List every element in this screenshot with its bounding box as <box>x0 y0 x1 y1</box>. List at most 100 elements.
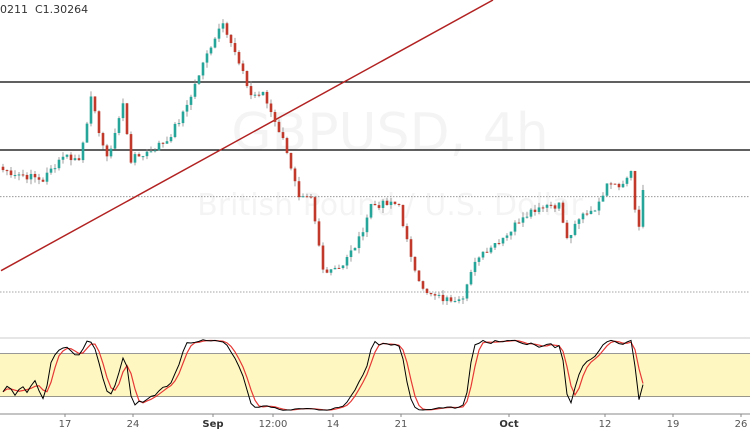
candle-body <box>73 158 77 161</box>
candle-body <box>145 151 149 157</box>
candle-body <box>501 237 505 244</box>
candle-body <box>505 235 509 238</box>
candle-body <box>297 181 301 198</box>
candle-body <box>53 168 57 170</box>
candle-body <box>557 202 561 209</box>
candle-body <box>449 297 453 302</box>
candle-body <box>69 154 73 161</box>
x-tick-label: 26 <box>735 419 748 430</box>
candle-body <box>569 234 573 239</box>
candle-body <box>561 202 565 223</box>
candle-body <box>357 236 361 249</box>
candle-body <box>461 298 465 300</box>
candle-body <box>97 111 101 134</box>
candle-body <box>497 243 501 245</box>
x-tick-label: 14 <box>327 419 340 430</box>
candle-body <box>173 123 177 138</box>
x-tick-label: Oct <box>499 419 518 430</box>
candle-body <box>513 222 517 232</box>
candle-body <box>405 226 409 240</box>
x-tick-label: Sep <box>202 419 223 430</box>
candle-body <box>133 154 137 163</box>
ohlc-readout: 0211 C1.30264 <box>0 3 89 16</box>
candle-body <box>189 96 193 105</box>
candle-body <box>309 196 313 198</box>
candle-body <box>397 203 401 205</box>
candle-body <box>129 134 133 163</box>
candle-body <box>353 248 357 251</box>
candle-body <box>169 137 173 142</box>
candle-body <box>125 103 129 135</box>
x-tick-label: 19 <box>667 419 680 430</box>
candle-body <box>177 123 181 125</box>
candle-body <box>609 183 613 185</box>
candle-body <box>365 217 369 233</box>
candle-body <box>1 166 5 171</box>
candle-body <box>265 91 269 104</box>
candle-body <box>289 152 293 169</box>
candle-body <box>293 168 297 182</box>
candle-body <box>13 175 17 177</box>
candle-body <box>113 132 117 149</box>
candle-body <box>33 173 37 178</box>
candle-body <box>121 103 125 119</box>
candle-body <box>485 251 489 253</box>
candle-body <box>157 142 161 151</box>
candle-body <box>589 210 593 215</box>
candle-body <box>553 205 557 209</box>
candle-body <box>409 239 413 257</box>
candle-body <box>325 269 329 273</box>
x-tick-label: 21 <box>395 419 408 430</box>
candle-body <box>413 256 417 271</box>
candle-body <box>81 142 85 161</box>
candle-body <box>585 213 589 215</box>
candle-body <box>21 174 25 176</box>
candle-body <box>221 23 225 29</box>
candle-body <box>489 247 493 253</box>
candle-body <box>385 200 389 206</box>
candle-body <box>341 265 345 269</box>
candle-body <box>85 123 89 143</box>
candle-body <box>641 190 645 227</box>
candle-body <box>153 150 157 152</box>
candle-body <box>65 154 69 157</box>
candle-body <box>57 159 61 169</box>
candle-body <box>533 209 537 212</box>
candle-body <box>529 209 533 217</box>
candle-body <box>89 96 93 124</box>
candle-body <box>469 272 473 285</box>
candle-body <box>201 62 205 76</box>
candle-body <box>445 297 449 302</box>
candle-body <box>453 301 457 303</box>
candle-body <box>109 148 113 157</box>
candle-body <box>249 86 253 96</box>
candle-body <box>61 156 65 160</box>
candle-body <box>369 203 373 218</box>
candle-body <box>29 173 33 180</box>
candle-body <box>257 94 261 96</box>
candle-body <box>333 267 337 270</box>
candle-body <box>105 145 109 157</box>
candle-body <box>329 269 333 273</box>
candle-body <box>633 170 637 210</box>
candle-body <box>345 257 349 266</box>
candle-body <box>101 133 105 146</box>
candle-body <box>117 118 121 133</box>
stochastic-band <box>0 353 750 397</box>
candle-body <box>193 83 197 97</box>
candle-body <box>525 216 529 218</box>
candle-body <box>437 294 441 296</box>
candle-body <box>197 75 201 84</box>
candle-body <box>477 257 481 262</box>
candle-body <box>593 210 597 212</box>
candle-body <box>261 91 265 96</box>
candle-body <box>301 196 305 198</box>
candle-body <box>417 270 421 282</box>
candle-body <box>141 156 145 158</box>
candle-body <box>421 281 425 289</box>
candle-body <box>481 251 485 258</box>
candle-body <box>161 142 165 144</box>
candle-body <box>565 222 569 239</box>
